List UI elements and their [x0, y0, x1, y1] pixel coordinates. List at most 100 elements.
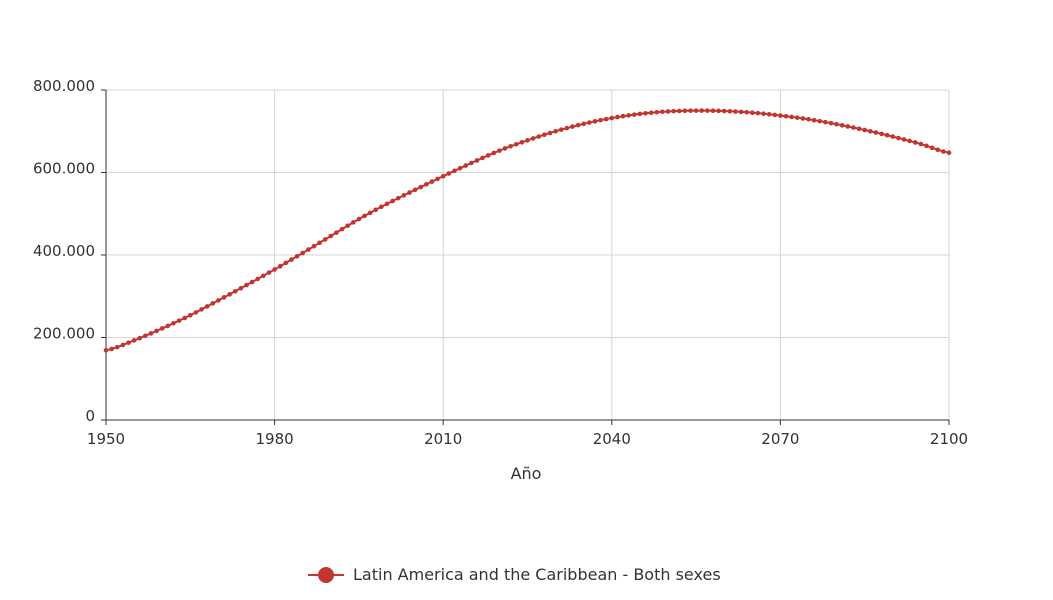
- data-point[interactable]: [289, 257, 294, 262]
- data-point[interactable]: [766, 112, 772, 117]
- data-point[interactable]: [626, 113, 631, 118]
- data-point[interactable]: [350, 220, 356, 225]
- data-point[interactable]: [126, 340, 131, 345]
- data-point[interactable]: [806, 116, 811, 122]
- data-point[interactable]: [744, 109, 749, 115]
- data-point[interactable]: [407, 190, 412, 195]
- data-point[interactable]: [811, 117, 817, 123]
- data-point[interactable]: [339, 226, 345, 232]
- data-point[interactable]: [755, 110, 761, 116]
- data-point[interactable]: [188, 312, 193, 318]
- data-point[interactable]: [216, 298, 221, 303]
- data-point[interactable]: [525, 138, 530, 143]
- data-point[interactable]: [244, 282, 249, 288]
- data-point[interactable]: [103, 347, 109, 353]
- data-point[interactable]: [317, 240, 322, 246]
- data-point[interactable]: [727, 108, 733, 114]
- data-point[interactable]: [828, 120, 834, 126]
- data-point[interactable]: [261, 273, 266, 279]
- data-point[interactable]: [603, 116, 609, 122]
- data-point[interactable]: [615, 114, 620, 120]
- data-point[interactable]: [463, 163, 468, 168]
- data-point[interactable]: [946, 150, 952, 155]
- data-point[interactable]: [384, 201, 390, 207]
- data-point[interactable]: [306, 247, 311, 252]
- data-point[interactable]: [665, 109, 671, 114]
- data-point[interactable]: [879, 131, 884, 137]
- data-point[interactable]: [272, 267, 277, 272]
- data-point[interactable]: [199, 307, 204, 312]
- data-point[interactable]: [379, 204, 384, 210]
- data-point[interactable]: [862, 127, 867, 133]
- data-point[interactable]: [570, 124, 575, 129]
- data-point[interactable]: [238, 285, 244, 291]
- data-point[interactable]: [345, 223, 350, 229]
- data-point[interactable]: [834, 121, 839, 127]
- data-point[interactable]: [491, 150, 497, 156]
- data-point[interactable]: [772, 112, 778, 118]
- data-point[interactable]: [474, 158, 480, 163]
- data-point[interactable]: [918, 141, 924, 147]
- data-point[interactable]: [294, 253, 300, 259]
- data-point[interactable]: [676, 108, 682, 114]
- data-point[interactable]: [553, 128, 558, 134]
- data-point[interactable]: [873, 130, 879, 135]
- data-point[interactable]: [193, 310, 199, 315]
- data-point[interactable]: [907, 138, 912, 144]
- data-point[interactable]: [823, 119, 828, 125]
- data-point[interactable]: [800, 116, 806, 121]
- data-point[interactable]: [165, 323, 171, 329]
- data-point[interactable]: [452, 168, 457, 174]
- data-point[interactable]: [114, 344, 120, 350]
- data-point[interactable]: [660, 109, 665, 115]
- data-point[interactable]: [148, 331, 154, 336]
- data-point[interactable]: [901, 137, 907, 142]
- data-point[interactable]: [131, 338, 137, 343]
- data-point[interactable]: [412, 187, 418, 193]
- data-point[interactable]: [868, 128, 873, 134]
- data-point[interactable]: [232, 288, 238, 294]
- data-point[interactable]: [109, 346, 114, 352]
- data-point[interactable]: [609, 115, 615, 121]
- data-point[interactable]: [547, 130, 553, 136]
- data-point[interactable]: [710, 108, 716, 114]
- data-point[interactable]: [856, 126, 862, 132]
- data-point[interactable]: [536, 134, 542, 139]
- data-point[interactable]: [789, 114, 794, 120]
- data-point[interactable]: [513, 141, 519, 147]
- data-point[interactable]: [924, 143, 929, 149]
- data-point[interactable]: [643, 111, 648, 116]
- data-point[interactable]: [143, 333, 148, 339]
- data-point[interactable]: [884, 132, 890, 138]
- data-point[interactable]: [480, 155, 485, 161]
- data-point[interactable]: [558, 127, 564, 132]
- data-point[interactable]: [542, 132, 547, 137]
- data-point[interactable]: [204, 304, 210, 309]
- data-point[interactable]: [705, 108, 710, 113]
- data-point[interactable]: [440, 173, 446, 179]
- data-point[interactable]: [171, 321, 176, 326]
- data-point[interactable]: [845, 124, 851, 129]
- data-point[interactable]: [671, 108, 676, 114]
- data-point[interactable]: [322, 237, 328, 242]
- data-point[interactable]: [401, 193, 407, 198]
- data-point[interactable]: [497, 148, 502, 153]
- data-point[interactable]: [429, 179, 435, 184]
- data-point[interactable]: [367, 210, 373, 216]
- data-point[interactable]: [249, 279, 255, 285]
- data-point[interactable]: [738, 109, 744, 115]
- data-point[interactable]: [277, 263, 283, 269]
- data-point[interactable]: [682, 108, 688, 114]
- data-point[interactable]: [373, 207, 379, 213]
- data-point[interactable]: [457, 165, 463, 171]
- data-point[interactable]: [794, 115, 800, 120]
- data-point[interactable]: [598, 117, 603, 123]
- data-point[interactable]: [581, 121, 586, 127]
- data-point[interactable]: [575, 122, 581, 128]
- data-point[interactable]: [255, 276, 261, 282]
- data-point[interactable]: [508, 144, 513, 149]
- data-point[interactable]: [424, 182, 429, 187]
- legend[interactable]: Latin America and the Caribbean - Both s…: [308, 565, 721, 584]
- data-point[interactable]: [693, 108, 699, 113]
- data-point[interactable]: [530, 136, 536, 141]
